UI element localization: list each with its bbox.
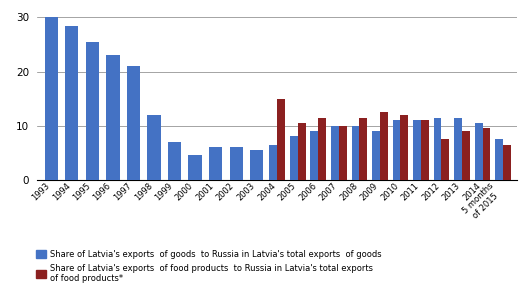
Bar — [413, 120, 421, 180]
Bar — [372, 131, 380, 180]
Bar — [462, 131, 470, 180]
Bar — [209, 147, 222, 180]
Bar — [393, 120, 400, 180]
Bar — [454, 117, 462, 180]
Bar — [433, 117, 441, 180]
Bar — [475, 123, 483, 180]
Bar — [188, 155, 202, 180]
Bar — [269, 145, 277, 180]
Bar — [421, 120, 429, 180]
Bar — [441, 139, 449, 180]
Bar — [483, 128, 491, 180]
Bar — [339, 126, 346, 180]
Bar — [127, 66, 140, 180]
Bar — [106, 55, 119, 180]
Bar — [86, 42, 99, 180]
Bar — [495, 139, 503, 180]
Bar — [168, 142, 181, 180]
Bar — [298, 123, 306, 180]
Bar — [400, 115, 408, 180]
Bar — [65, 26, 79, 180]
Bar — [230, 147, 243, 180]
Bar — [250, 150, 263, 180]
Bar — [147, 115, 161, 180]
Bar — [331, 126, 339, 180]
Bar — [277, 99, 285, 180]
Bar — [503, 145, 511, 180]
Bar — [45, 17, 58, 180]
Bar — [380, 112, 388, 180]
Legend: Share of Latvia's exports  of goods  to Russia in Latvia's total exports  of goo: Share of Latvia's exports of goods to Ru… — [36, 250, 382, 283]
Bar — [310, 131, 318, 180]
Bar — [318, 117, 326, 180]
Bar — [352, 126, 360, 180]
Bar — [290, 137, 298, 180]
Bar — [360, 117, 367, 180]
